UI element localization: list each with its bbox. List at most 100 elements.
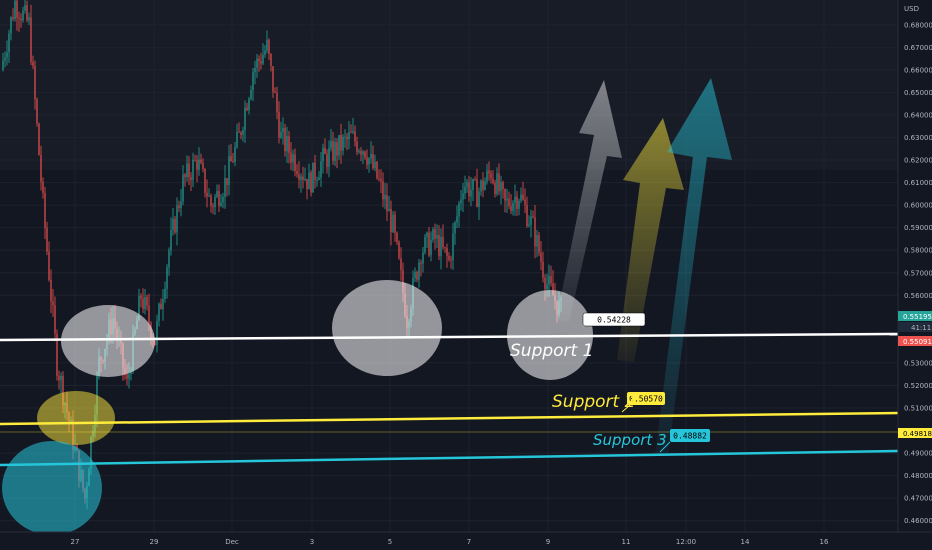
candle-body xyxy=(214,197,215,207)
candle-body xyxy=(280,132,281,138)
candle-body xyxy=(186,164,187,177)
candle-body xyxy=(474,179,475,180)
candle-body xyxy=(142,298,143,309)
candle-body xyxy=(312,163,313,193)
candle-body xyxy=(274,92,275,93)
candle-body xyxy=(414,272,415,278)
x-tick-label: 7 xyxy=(467,538,471,546)
candle-body xyxy=(490,173,491,178)
candle-body xyxy=(506,199,507,201)
candle-body xyxy=(420,263,421,264)
y-tick-label: 0.58000 xyxy=(904,247,932,255)
candle-body xyxy=(444,247,445,248)
candle-body xyxy=(48,252,49,280)
candle-body xyxy=(432,229,433,240)
candle-body xyxy=(148,306,149,324)
candle-body xyxy=(486,171,487,182)
candle-body xyxy=(398,242,399,258)
candle-body xyxy=(426,233,427,237)
candle-body xyxy=(276,93,277,112)
candle-body xyxy=(508,199,509,206)
candle-body xyxy=(462,193,463,199)
candle-body xyxy=(38,124,39,155)
y-tick-label: 0.61000 xyxy=(904,179,932,187)
candle-body xyxy=(306,179,307,189)
candle-body xyxy=(374,162,375,168)
candle-body xyxy=(422,252,423,263)
candle-body xyxy=(530,216,531,224)
candle-body xyxy=(10,17,11,33)
y-axis-ticks: 0.68000 0.67000 0.66000 0.65000 0.64000 0.630… xyxy=(904,21,932,525)
candle-body xyxy=(514,197,515,203)
candle-body xyxy=(466,183,467,187)
highlight-ellipse-yellow xyxy=(37,391,115,445)
candle-body xyxy=(470,190,471,196)
candle-body xyxy=(452,233,453,260)
candle-body xyxy=(278,112,279,138)
candle-body xyxy=(362,151,363,154)
candle-body xyxy=(464,187,465,194)
candle-body xyxy=(390,209,391,232)
candle-body xyxy=(216,191,217,197)
candle-body xyxy=(222,197,223,203)
x-tick-label: 11 xyxy=(622,538,631,546)
candle-body xyxy=(140,296,141,299)
y-tick-label: 0.57000 xyxy=(904,269,932,277)
candle-body xyxy=(244,108,245,131)
candle-body xyxy=(476,179,477,207)
candle-body xyxy=(516,197,517,209)
candle-body xyxy=(500,182,501,191)
candle-body xyxy=(168,250,169,267)
candle-body xyxy=(442,237,443,247)
candle-body xyxy=(434,229,435,239)
candle-body xyxy=(392,215,393,233)
candle-body xyxy=(218,191,219,206)
y-tick-label: 0.62000 xyxy=(904,157,932,165)
candle-body xyxy=(478,191,479,207)
candle-body xyxy=(14,1,15,19)
candle-body xyxy=(36,99,37,123)
x-tick-label: 3 xyxy=(310,538,314,546)
candle-body xyxy=(358,151,359,152)
candle-body xyxy=(176,206,177,233)
candle-body xyxy=(174,219,175,233)
y-tick-label: 0.56000 xyxy=(904,292,932,300)
candle-body xyxy=(236,132,237,147)
candle-body xyxy=(22,10,23,20)
y-tick-label: 0.46000 xyxy=(904,517,932,525)
candle-body xyxy=(386,195,387,211)
candle-body xyxy=(282,128,283,132)
candle-body xyxy=(532,216,533,217)
candle-body xyxy=(522,194,523,199)
candle-body xyxy=(2,60,3,69)
candle-body xyxy=(28,17,29,20)
candle-body xyxy=(384,195,385,199)
currency-label: USD xyxy=(904,5,919,13)
candle-body xyxy=(170,230,171,250)
candle-body xyxy=(210,196,211,207)
candle-body xyxy=(322,148,323,162)
candle-body xyxy=(424,237,425,253)
candle-body xyxy=(352,131,353,132)
y-tick-label: 0.60000 xyxy=(904,202,932,210)
candle-body xyxy=(6,52,7,57)
candle-body xyxy=(204,169,205,193)
candle-body xyxy=(518,201,519,209)
candle-body xyxy=(334,142,335,160)
candle-body xyxy=(16,1,17,18)
candle-body xyxy=(326,154,327,167)
candle-body xyxy=(252,72,253,90)
candle-body xyxy=(242,130,243,135)
candle-body xyxy=(546,285,547,289)
candle-body xyxy=(484,181,485,190)
candle-body xyxy=(328,148,329,167)
highlight-ellipse-cyan xyxy=(2,441,102,535)
candle-body xyxy=(510,206,511,211)
candle-body xyxy=(18,18,19,19)
candle-body xyxy=(330,141,331,148)
candle-body xyxy=(26,5,27,20)
candle-body xyxy=(258,59,259,61)
y-tick-label: 0.59000 xyxy=(904,224,932,232)
candle-body xyxy=(416,272,417,280)
